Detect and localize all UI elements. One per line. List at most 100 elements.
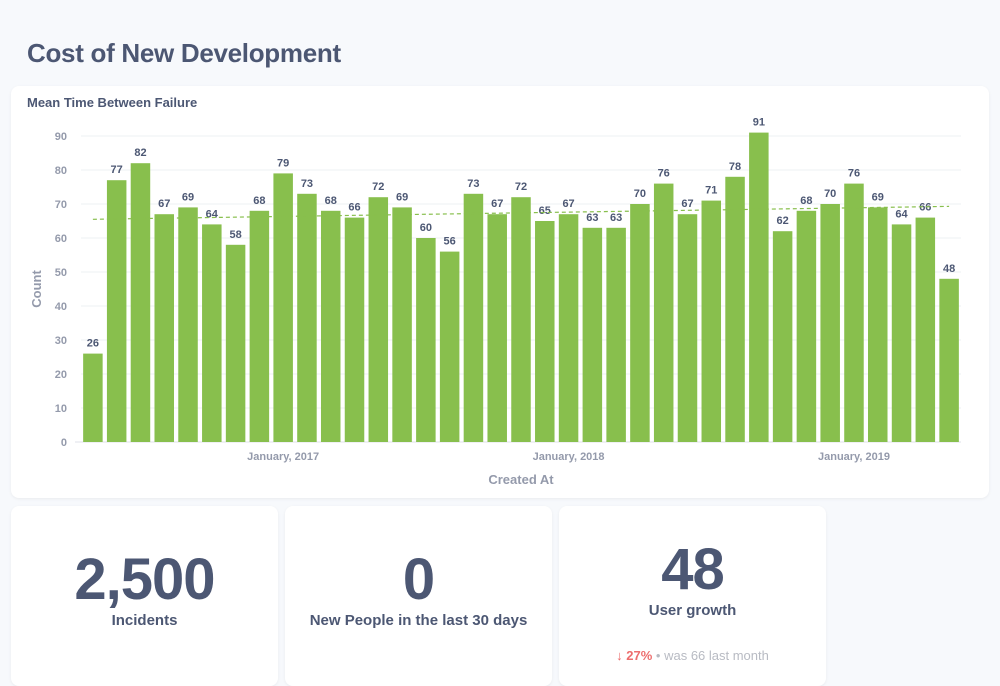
bar[interactable]: [297, 193, 317, 442]
bar-value-label: 64: [895, 208, 908, 220]
bar[interactable]: [249, 210, 270, 442]
x-tick-label: January, 2017: [247, 451, 319, 463]
bar[interactable]: [535, 221, 555, 442]
y-tick-label: 20: [55, 369, 67, 381]
bar[interactable]: [463, 193, 484, 442]
x-tick-label: January, 2019: [818, 451, 890, 463]
chart-title[interactable]: Mean Time Between Failure: [27, 95, 198, 110]
bar[interactable]: [273, 173, 293, 442]
bar-value-label: 78: [729, 161, 741, 173]
y-tick-label: 90: [55, 131, 67, 143]
bar-value-label: 68: [253, 195, 265, 207]
bar[interactable]: [511, 197, 531, 442]
kpi-card-new-people[interactable]: 0 New People in the last 30 days: [285, 506, 552, 686]
bar-value-label: 67: [681, 198, 693, 210]
kpi-change-percent: 27%: [626, 648, 653, 663]
bar[interactable]: [749, 132, 769, 442]
chart-card[interactable]: Mean Time Between Failure 0 10 20 30 40 50 60 7…: [11, 86, 989, 498]
kpi-label: Incidents: [111, 612, 178, 629]
bar[interactable]: [653, 183, 674, 442]
bar-value-label: 73: [467, 178, 479, 190]
bar-value-label: 69: [182, 191, 194, 203]
bar[interactable]: [558, 214, 579, 442]
page-title: Cost of New Development: [27, 38, 341, 68]
kpi-value: 48: [661, 537, 725, 602]
bar[interactable]: [844, 183, 864, 442]
kpi-card-user-growth[interactable]: 48 User growth ↓ 27% • was 66 last month: [559, 506, 826, 686]
bar[interactable]: [701, 200, 722, 442]
bar-value-label: 69: [872, 191, 884, 203]
bar[interactable]: [178, 207, 198, 442]
bar[interactable]: [106, 180, 127, 442]
bar-value-label: 62: [776, 215, 788, 227]
bar-value-label: 64: [206, 208, 219, 220]
bar-value-label: 76: [848, 168, 860, 180]
bar-value-label: 66: [348, 202, 360, 214]
bar-value-label: 66: [919, 202, 931, 214]
bar-value-label: 65: [539, 205, 551, 217]
trendline: [92, 205, 950, 220]
bar[interactable]: [416, 238, 436, 442]
bar-value-label: 68: [325, 195, 337, 207]
bar-value-label: 48: [943, 263, 955, 275]
bar-value-label: 68: [800, 195, 812, 207]
kpi-change: ↓ 27% • was 66 last month: [559, 648, 826, 663]
bar-value-label: 26: [87, 338, 99, 350]
bar[interactable]: [439, 251, 460, 442]
bar-value-label: 71: [705, 185, 717, 197]
bar[interactable]: [606, 227, 626, 442]
bar[interactable]: [225, 244, 246, 442]
bar[interactable]: [320, 210, 341, 442]
bar[interactable]: [487, 214, 507, 442]
bar-value-label: 72: [372, 181, 384, 193]
bar-value-label: 82: [134, 147, 146, 159]
bar[interactable]: [725, 176, 745, 443]
x-axis-title: Created At: [488, 472, 554, 487]
y-tick-label: 40: [55, 301, 67, 313]
y-axis-title: Count: [29, 270, 44, 308]
y-tick-label: 70: [55, 199, 67, 211]
bar[interactable]: [772, 231, 793, 442]
kpi-change-note: • was 66 last month: [655, 648, 769, 663]
bar-value-label: 73: [301, 178, 313, 190]
bar-value-label: 67: [158, 198, 170, 210]
bar-value-label: 63: [586, 212, 598, 224]
bar[interactable]: [154, 214, 174, 442]
bar[interactable]: [868, 207, 888, 442]
bar-value-label: 58: [229, 229, 241, 241]
bar[interactable]: [891, 224, 912, 442]
bar-value-label: 67: [562, 198, 574, 210]
bar-value-label: 70: [824, 188, 836, 200]
bar[interactable]: [915, 217, 936, 442]
y-tick-label: 30: [55, 335, 67, 347]
bar[interactable]: [582, 227, 603, 442]
bar[interactable]: [392, 207, 412, 442]
kpi-value: 0: [402, 547, 435, 612]
bar-value-label: 77: [111, 164, 123, 176]
bar[interactable]: [368, 197, 389, 442]
bar[interactable]: [677, 214, 698, 442]
bar[interactable]: [130, 163, 151, 442]
bar-value-label: 76: [658, 168, 670, 180]
bar[interactable]: [796, 210, 817, 442]
bar-value-label: 60: [420, 222, 432, 234]
bar[interactable]: [83, 353, 103, 442]
bar-chart: 0 10 20 30 40 50 60 70 80 90 26 77 82 67 69 64 58 68 79 73 6…: [29, 117, 961, 487]
bar-value-label: 56: [444, 236, 456, 248]
bar-value-label: 72: [515, 181, 527, 193]
kpi-label: New People in the last 30 days: [309, 612, 528, 629]
y-tick-label: 80: [55, 165, 67, 177]
y-tick-label: 0: [61, 437, 67, 449]
bar-value-label: 67: [491, 198, 503, 210]
bar[interactable]: [630, 204, 650, 442]
bar[interactable]: [939, 278, 959, 442]
y-tick-label: 60: [55, 233, 67, 245]
bar[interactable]: [202, 224, 222, 442]
y-tick-label: 50: [55, 267, 67, 279]
bar[interactable]: [820, 204, 840, 442]
bar-value-label: 69: [396, 191, 408, 203]
arrow-down-icon: ↓: [616, 648, 623, 663]
x-tick-label: January, 2018: [533, 451, 605, 463]
bar[interactable]: [344, 217, 365, 442]
kpi-card-incidents[interactable]: 2,500 Incidents: [11, 506, 278, 686]
